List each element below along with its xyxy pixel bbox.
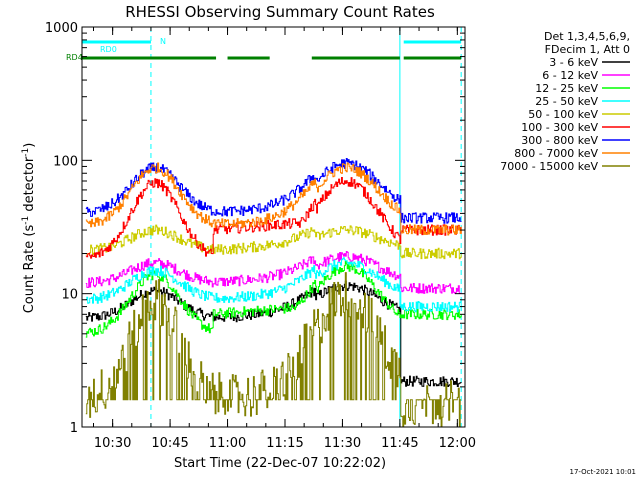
flag-label-rd4: RD4 (66, 53, 83, 62)
y-tick-label: 1 (70, 421, 78, 436)
x-tick-label: 11:45 (381, 436, 418, 451)
y-axis-label: Count Rate (s-1 detector-1) (21, 143, 37, 314)
legend-label: 12 - 25 keV (535, 82, 598, 95)
plot-frame (81, 26, 466, 428)
series-4 (85, 224, 462, 260)
y-tick-label: 10 (61, 288, 78, 303)
y-tick-label: 1000 (45, 21, 78, 36)
series-line-8 (85, 272, 462, 427)
x-tick-label: 10:30 (94, 436, 131, 451)
legend-label: 300 - 800 keV (521, 134, 598, 147)
y-label-part2: detector (22, 156, 37, 216)
x-axis-label: Start Time (22-Dec-07 10:22:02) (174, 456, 386, 471)
legend-label: 6 - 12 keV (542, 69, 598, 82)
x-tick-label: 10:45 (151, 436, 188, 451)
legend-label: 7000 - 15000 keV (500, 160, 598, 173)
series-line-5 (85, 177, 462, 259)
footer-date: 17-Oct-2021 10:01 (570, 468, 636, 476)
legend-label: 25 - 50 keV (535, 95, 598, 108)
series-5 (85, 177, 462, 259)
y-label-sup2: -1 (21, 148, 31, 157)
series-2 (85, 261, 462, 338)
x-tick-label: 12:00 (439, 436, 476, 451)
series-8 (85, 272, 462, 427)
series-line-2 (85, 261, 462, 338)
plot-area: N RD0 RD4 (66, 27, 462, 427)
y-label-part1: Count Rate (s (22, 225, 37, 314)
legend-header: Det 1,3,4,5,6,9, (544, 30, 630, 43)
flag-label-n: N (160, 37, 166, 46)
legend-header: FDecim 1, Att 0 (545, 43, 630, 56)
y-tick-label: 100 (53, 154, 78, 169)
legend-label: 800 - 7000 keV (514, 147, 598, 160)
series-1 (85, 251, 462, 294)
legend-label: 50 - 100 keV (528, 108, 598, 121)
series-7 (85, 162, 462, 236)
y-axis: 1 10 100 1000 (45, 21, 465, 436)
legend-label: 100 - 300 keV (521, 121, 598, 134)
x-tick-label: 11:15 (266, 436, 303, 451)
chart-title: RHESSI Observing Summary Count Rates (125, 3, 435, 21)
x-tick-label: 11:00 (209, 436, 246, 451)
legend: Det 1,3,4,5,6,9,FDecim 1, Att 03 - 6 keV… (500, 30, 630, 173)
series-line-3 (85, 257, 462, 313)
x-tick-label: 11:30 (324, 436, 361, 451)
series-line-4 (85, 224, 462, 260)
series-6 (85, 158, 462, 224)
flag-label-rd0: RD0 (100, 45, 117, 54)
series-line-6 (85, 158, 462, 224)
y-label-sup1: -1 (21, 216, 31, 225)
y-label-part3: ) (22, 143, 37, 148)
series-line-1 (85, 251, 462, 294)
x-axis: 10:30 10:45 11:00 11:15 11:30 11:45 12:00 (92, 27, 476, 451)
series-line-7 (85, 162, 462, 236)
legend-label: 3 - 6 keV (549, 56, 598, 69)
series-3 (85, 257, 462, 313)
